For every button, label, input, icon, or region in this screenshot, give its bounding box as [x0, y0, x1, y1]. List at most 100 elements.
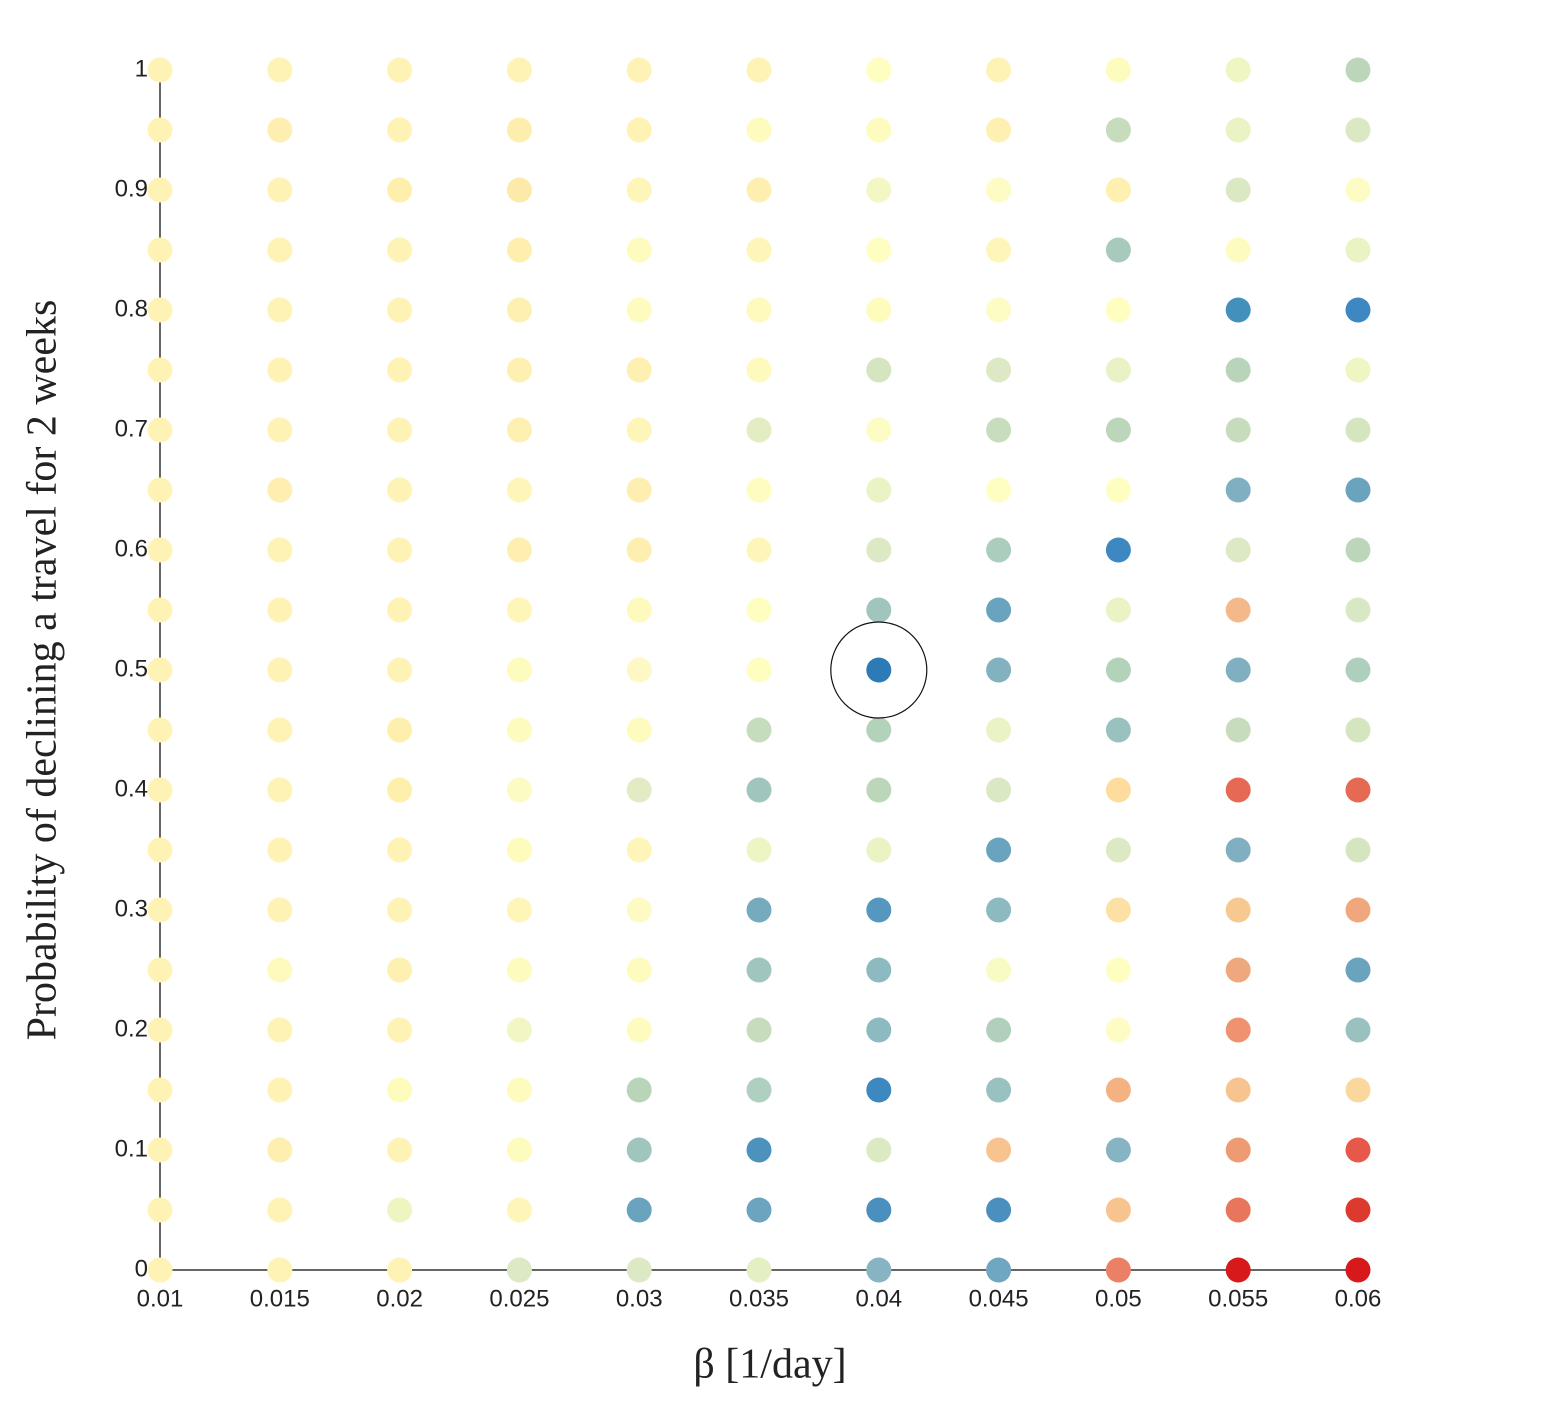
x-tick-label: 0.05	[1095, 1285, 1142, 1312]
point	[866, 477, 892, 503]
x-tick-label: 0.045	[969, 1285, 1029, 1312]
point	[986, 357, 1012, 383]
point	[387, 837, 413, 863]
point	[986, 597, 1012, 623]
point	[506, 117, 532, 143]
point	[1105, 717, 1131, 743]
point	[506, 897, 532, 923]
point	[147, 297, 173, 323]
point	[746, 177, 772, 203]
point	[267, 357, 293, 383]
x-tick-label: 0.04	[855, 1285, 902, 1312]
y-tick-label: 0.5	[115, 655, 148, 682]
point	[626, 1197, 652, 1223]
point	[387, 237, 413, 263]
point	[147, 477, 173, 503]
point	[746, 777, 772, 803]
point	[626, 297, 652, 323]
point	[506, 237, 532, 263]
point	[1105, 597, 1131, 623]
point	[866, 417, 892, 443]
point	[506, 777, 532, 803]
point	[746, 1197, 772, 1223]
point	[147, 657, 173, 683]
x-tick-label: 0.01	[137, 1285, 184, 1312]
point	[267, 777, 293, 803]
point	[1345, 237, 1371, 263]
point	[986, 957, 1012, 983]
point	[866, 837, 892, 863]
x-tick-label: 0.035	[729, 1285, 789, 1312]
point	[267, 1257, 293, 1283]
point	[387, 597, 413, 623]
point	[387, 777, 413, 803]
point	[1105, 297, 1131, 323]
point	[147, 597, 173, 623]
point	[1345, 1257, 1371, 1283]
point	[506, 837, 532, 863]
point	[866, 117, 892, 143]
point	[147, 537, 173, 563]
highlight-ring	[830, 621, 928, 719]
point	[267, 657, 293, 683]
point	[1105, 237, 1131, 263]
point	[746, 1137, 772, 1163]
point	[626, 1017, 652, 1043]
point	[1345, 897, 1371, 923]
point	[267, 597, 293, 623]
point	[746, 1077, 772, 1103]
point	[506, 657, 532, 683]
point	[986, 837, 1012, 863]
point	[986, 297, 1012, 323]
point	[1225, 777, 1251, 803]
x-tick-label: 0.03	[616, 1285, 663, 1312]
point	[1345, 1197, 1371, 1223]
point	[506, 957, 532, 983]
point	[1225, 897, 1251, 923]
point	[1105, 1077, 1131, 1103]
point	[626, 1137, 652, 1163]
point	[1225, 117, 1251, 143]
point	[746, 957, 772, 983]
y-tick-label: 0	[135, 1255, 148, 1282]
point	[746, 117, 772, 143]
point	[387, 657, 413, 683]
point	[986, 777, 1012, 803]
point	[746, 477, 772, 503]
point	[986, 717, 1012, 743]
point	[626, 417, 652, 443]
point	[1105, 777, 1131, 803]
point	[147, 837, 173, 863]
point	[986, 1077, 1012, 1103]
y-tick-label: 1	[135, 55, 148, 82]
x-axis-label: β [1/day]	[693, 1342, 846, 1388]
point	[866, 237, 892, 263]
point	[1345, 597, 1371, 623]
x-tick-label: 0.02	[376, 1285, 423, 1312]
point	[147, 357, 173, 383]
point	[267, 1137, 293, 1163]
point	[1345, 297, 1371, 323]
point	[1345, 957, 1371, 983]
point	[626, 777, 652, 803]
point	[1105, 177, 1131, 203]
point	[746, 57, 772, 83]
point	[866, 1197, 892, 1223]
point	[1105, 1137, 1131, 1163]
y-axis-label: Probability of declining a travel for 2 …	[20, 300, 66, 1041]
point	[506, 1197, 532, 1223]
point	[267, 177, 293, 203]
point	[1225, 537, 1251, 563]
point	[387, 957, 413, 983]
y-tick-label: 0.3	[115, 895, 148, 922]
point	[746, 357, 772, 383]
point	[1225, 237, 1251, 263]
point	[986, 537, 1012, 563]
point	[626, 657, 652, 683]
point	[986, 417, 1012, 443]
point	[866, 297, 892, 323]
point	[1225, 297, 1251, 323]
point	[1225, 1257, 1251, 1283]
point	[866, 657, 892, 683]
point	[866, 717, 892, 743]
